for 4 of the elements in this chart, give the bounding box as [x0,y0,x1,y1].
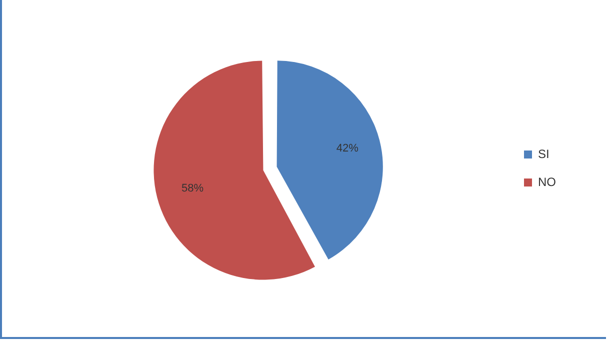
data-label: 58% [182,182,204,194]
legend-label: SI [538,146,550,161]
data-label: 42% [336,142,359,155]
legend-label: NO [538,174,556,189]
